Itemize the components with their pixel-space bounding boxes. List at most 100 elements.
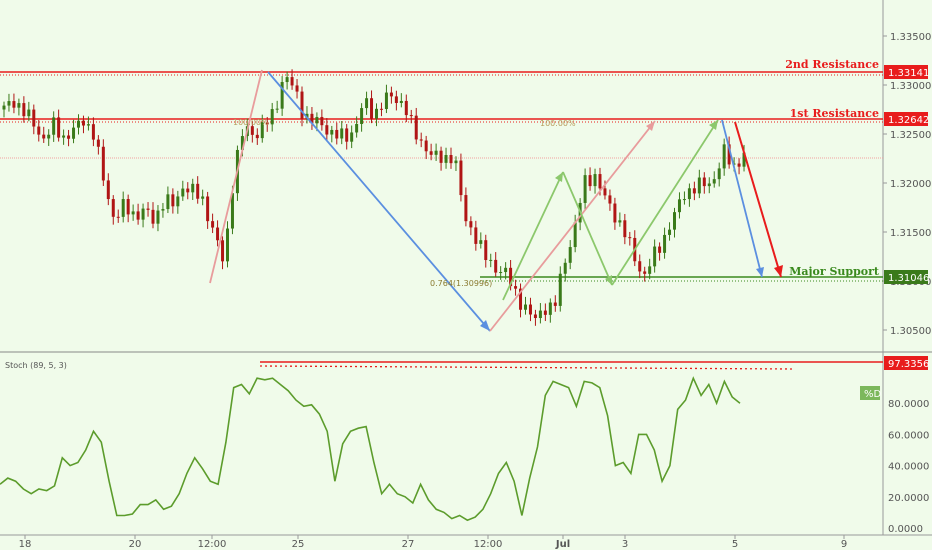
time-tick-label: 5 xyxy=(732,539,738,550)
blue-arrow-2 xyxy=(721,119,763,278)
candle-body xyxy=(275,108,279,110)
pink-arrow-2 xyxy=(489,120,656,332)
candle-body xyxy=(573,222,577,248)
fib-100-label-left: 100.00% xyxy=(233,118,269,127)
candle-body xyxy=(494,259,498,273)
candle-body xyxy=(310,113,314,124)
candle-body xyxy=(484,240,488,261)
candle-body xyxy=(434,150,438,155)
candle-body xyxy=(370,98,374,119)
time-tick-label: 12:00 xyxy=(474,539,503,550)
candle-body xyxy=(91,124,95,140)
candle-body xyxy=(712,179,716,184)
candle-body xyxy=(126,199,130,215)
time-tick-label: 18 xyxy=(19,539,32,550)
candle-body xyxy=(643,271,647,274)
candle-body xyxy=(285,77,289,83)
candle-body xyxy=(86,124,90,126)
candle-body xyxy=(17,103,21,108)
candle-body xyxy=(141,208,145,220)
candle-body xyxy=(186,188,190,193)
candle-body xyxy=(419,139,423,141)
candle-body xyxy=(568,247,572,263)
candle-body xyxy=(131,211,135,215)
candle-body xyxy=(221,240,225,262)
candle-body xyxy=(226,228,229,262)
candle-body xyxy=(593,174,597,187)
pink-arrowhead-2 xyxy=(646,121,655,131)
candle-body xyxy=(653,246,657,267)
candle-body xyxy=(216,227,220,241)
candle-body xyxy=(340,128,344,139)
candle-body xyxy=(77,120,80,128)
candle-body xyxy=(32,109,36,127)
candle-body xyxy=(67,135,71,139)
candle-body xyxy=(27,109,31,117)
candle-body xyxy=(524,304,527,310)
candle-body xyxy=(663,234,667,253)
stoch-axis: 0.0000 20.0000 40.0000 60.0000 80.0000 xyxy=(888,399,929,535)
candle-body xyxy=(350,132,354,142)
candle-body xyxy=(290,77,294,86)
stoch-legend-label: %D xyxy=(864,389,882,400)
candle-body xyxy=(330,129,334,135)
candle-body xyxy=(702,177,706,187)
candle-body xyxy=(603,188,607,196)
candle-body xyxy=(608,195,612,204)
stoch-tick-label: 40.0000 xyxy=(888,462,929,473)
candle-body xyxy=(196,183,200,199)
candlestick-series xyxy=(2,69,746,326)
candle-body xyxy=(37,126,41,135)
green-arrow-1 xyxy=(502,171,564,301)
candle-body xyxy=(260,122,264,139)
candle-body xyxy=(360,108,364,124)
candle-body xyxy=(623,220,627,238)
blue-arrow-1 xyxy=(267,71,491,332)
support-label: Major Support xyxy=(789,265,880,278)
candle-body xyxy=(171,194,175,207)
candle-body xyxy=(156,210,160,224)
candle-body xyxy=(47,134,51,139)
stoch-legend-badge xyxy=(860,386,880,400)
candle-body xyxy=(707,183,711,187)
candle-body xyxy=(429,151,433,155)
candle-body xyxy=(628,237,632,239)
candle-body xyxy=(62,135,66,138)
candle-body xyxy=(553,302,557,306)
candle-body xyxy=(315,116,319,124)
candle-body xyxy=(548,302,552,315)
candle-body xyxy=(583,175,587,203)
stoch-high-tag xyxy=(884,356,928,370)
candle-body xyxy=(638,261,642,272)
candle-body xyxy=(449,155,453,164)
candle-body xyxy=(72,127,76,139)
candle-body xyxy=(355,123,359,133)
candle-body xyxy=(717,168,721,180)
candle-body xyxy=(22,103,26,117)
candle-body xyxy=(57,117,61,138)
candle-body xyxy=(528,304,532,315)
candle-body xyxy=(300,91,304,119)
candle-body xyxy=(454,160,458,164)
time-tick-label: 3 xyxy=(622,539,628,550)
candle-body xyxy=(464,195,468,222)
candle-body xyxy=(618,220,622,223)
candle-body xyxy=(414,115,418,140)
resistance1-tag xyxy=(884,112,928,126)
stoch-title: Stoch (89, 5, 3) xyxy=(5,361,67,370)
candle-body xyxy=(519,288,523,310)
candle-body xyxy=(335,129,339,139)
red-target-arrow xyxy=(734,121,782,278)
price-tick-label: 1.33500 xyxy=(890,32,931,43)
stoch-tick-label: 20.0000 xyxy=(888,493,929,504)
candle-body xyxy=(533,314,537,319)
resistance1-label: 1st Resistance xyxy=(790,107,879,120)
candle-body xyxy=(379,108,383,110)
candle-body xyxy=(7,101,11,106)
time-tick-label: 25 xyxy=(292,539,305,550)
time-tick-label: 12:00 xyxy=(198,539,227,550)
candle-body xyxy=(588,175,592,187)
